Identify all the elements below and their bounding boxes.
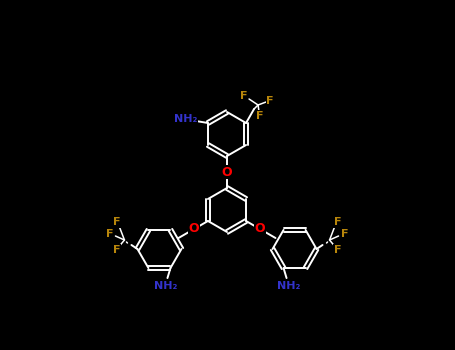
Text: O: O bbox=[255, 223, 265, 236]
Text: F: F bbox=[113, 245, 120, 255]
Text: F: F bbox=[113, 217, 120, 227]
Text: F: F bbox=[266, 96, 274, 106]
Text: NH₂: NH₂ bbox=[154, 281, 177, 291]
Text: O: O bbox=[222, 166, 233, 178]
Text: F: F bbox=[334, 217, 341, 227]
Text: F: F bbox=[106, 229, 113, 239]
Text: NH₂: NH₂ bbox=[277, 281, 300, 291]
Text: F: F bbox=[256, 111, 264, 121]
Text: F: F bbox=[240, 91, 248, 101]
Text: F: F bbox=[334, 245, 341, 255]
Text: NH₂: NH₂ bbox=[174, 114, 197, 124]
Text: F: F bbox=[341, 229, 348, 239]
Text: O: O bbox=[189, 223, 199, 236]
